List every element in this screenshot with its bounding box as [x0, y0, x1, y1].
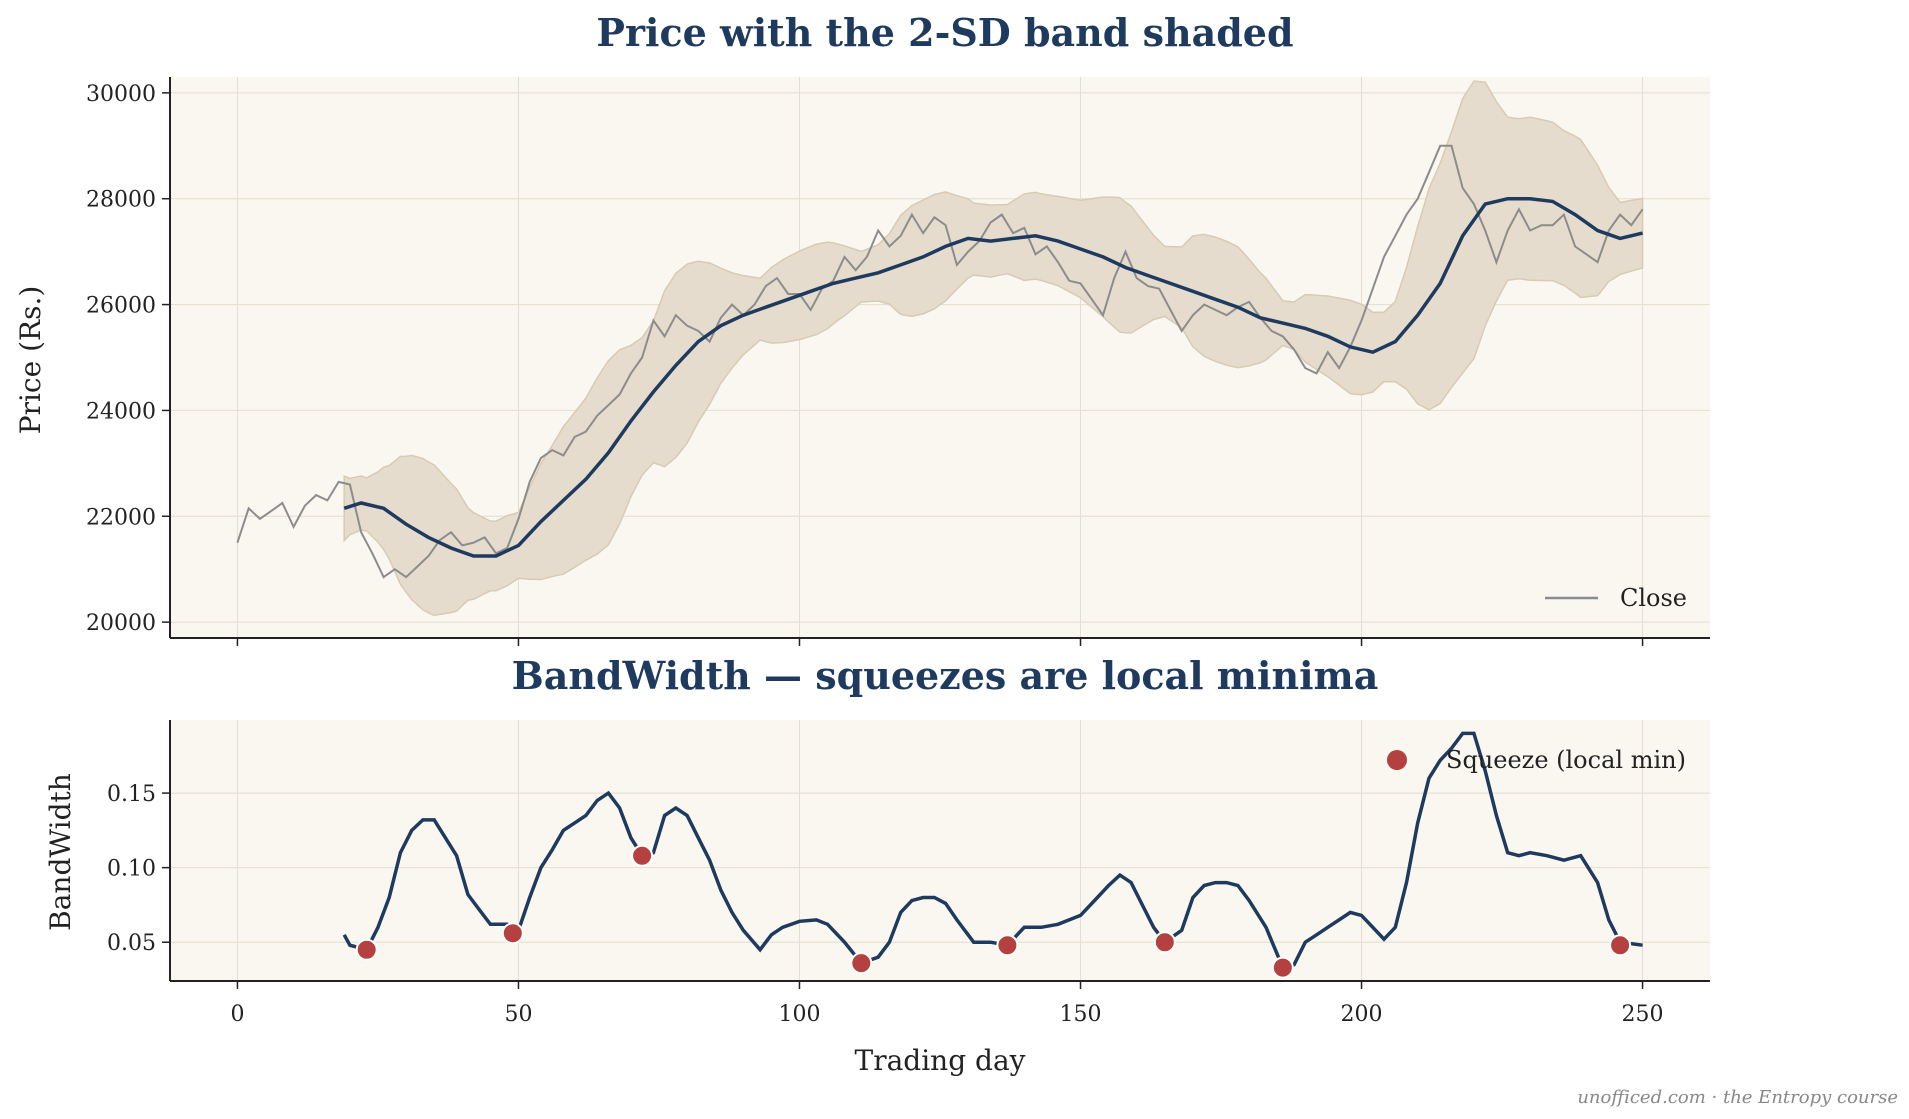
credit-footer: unofficed.com · the Entropy course: [1577, 1087, 1898, 1108]
price-panel: Price with the 2-SD band shaded 20000 220…: [14, 10, 1710, 646]
bandwidth-legend: Squeeze (local min): [1387, 746, 1686, 774]
close-price-line: [236, 144, 1644, 579]
squeeze-point: [501, 922, 524, 945]
bandwidth-axes: [169, 720, 1710, 982]
price-y-axis-label: Price (Rs.): [14, 286, 47, 435]
legend-squeeze-marker: [1387, 750, 1407, 770]
bandwidth-y-axis-label: BandWidth: [44, 773, 77, 931]
x-tick-label: 100: [778, 1002, 820, 1027]
squeeze-point: [1609, 934, 1632, 957]
y-tick-label: 24000: [86, 399, 156, 424]
y-tick-label: 0.10: [107, 857, 156, 882]
x-tick-label: 0: [230, 1002, 244, 1027]
bandwidth-plot-area: [170, 720, 1710, 981]
squeeze-point: [996, 934, 1019, 957]
x-tick-label: 150: [1060, 1002, 1102, 1027]
y-tick-label: 26000: [86, 294, 156, 319]
legend-close-label: Close: [1620, 584, 1687, 612]
price-legend: Close: [1545, 584, 1687, 612]
squeeze-points: [355, 844, 1632, 979]
squeeze-point: [355, 938, 378, 961]
y-tick-label: 28000: [86, 188, 156, 213]
x-tick-label: 200: [1341, 1002, 1383, 1027]
x-axis-label: Trading day: [855, 1044, 1026, 1077]
y-tick-label: 0.05: [107, 931, 156, 956]
squeeze-point: [1153, 931, 1176, 954]
x-tick-label: 50: [504, 1002, 532, 1027]
bandwidth-panel-title: BandWidth — squeezes are local minima: [512, 653, 1379, 698]
bandwidth-x-ticks: 0 50 100 150 200 250: [230, 981, 1664, 1027]
price-panel-title: Price with the 2-SD band shaded: [596, 10, 1293, 55]
bandwidth-panel: BandWidth — squeezes are local minima 0.…: [44, 653, 1710, 1077]
y-tick-label: 0.15: [107, 782, 156, 807]
squeeze-point: [850, 952, 873, 975]
middle-band-line: [343, 196, 1644, 558]
y-tick-label: 20000: [86, 611, 156, 636]
legend-squeeze-label: Squeeze (local min): [1446, 746, 1686, 774]
price-y-ticks: 20000 22000 24000 26000 28000 30000: [86, 82, 170, 636]
y-tick-label: 30000: [86, 82, 156, 107]
bandwidth-gridlines: [170, 720, 1710, 981]
y-tick-label: 22000: [86, 505, 156, 530]
x-tick-label: 250: [1622, 1002, 1664, 1027]
bandwidth-line: [342, 731, 1643, 970]
squeeze-point: [631, 844, 654, 867]
squeeze-point: [1271, 956, 1294, 979]
bandwidth-y-ticks: 0.05 0.10 0.15: [107, 782, 170, 956]
price-x-ticks: [236, 638, 1644, 646]
price-axes: [169, 77, 1710, 639]
